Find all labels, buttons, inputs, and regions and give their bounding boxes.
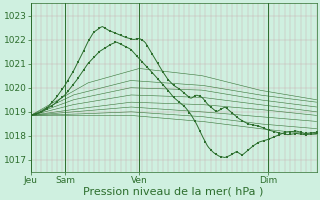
X-axis label: Pression niveau de la mer( hPa ): Pression niveau de la mer( hPa ) (84, 187, 264, 197)
